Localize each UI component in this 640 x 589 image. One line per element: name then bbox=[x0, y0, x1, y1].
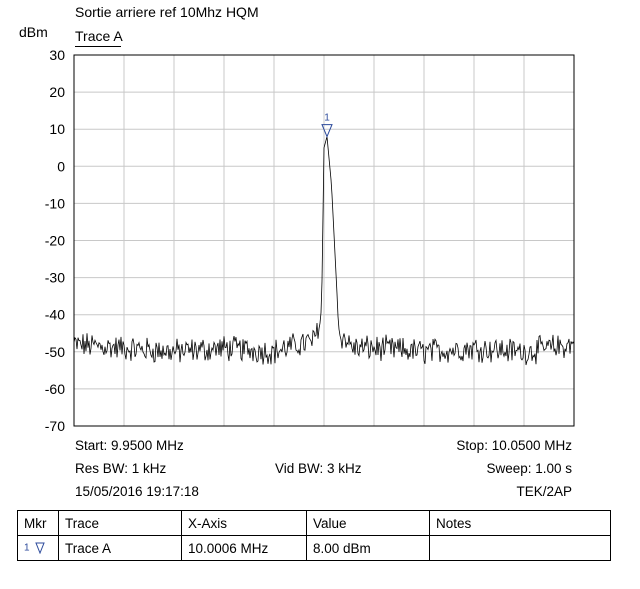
plot-frame bbox=[73, 54, 575, 427]
y-tick-label: -20 bbox=[45, 233, 65, 249]
header-trace: Trace bbox=[58, 510, 182, 536]
header-value: Value bbox=[306, 510, 430, 536]
trace-name-underline bbox=[75, 46, 121, 47]
marker-1: 1 bbox=[321, 113, 333, 138]
marker-trace: Trace A bbox=[58, 535, 182, 561]
y-tick-label: -70 bbox=[45, 418, 65, 434]
stop-frequency: Stop: 10.0500 MHz bbox=[456, 438, 572, 453]
grid-lines bbox=[74, 55, 574, 426]
resolution-bandwidth: Res BW: 1 kHz bbox=[75, 461, 167, 476]
marker-table-header: Mkr Trace X-Axis Value Notes bbox=[17, 510, 611, 536]
y-axis-unit: dBm bbox=[19, 24, 48, 40]
header-mkr: Mkr bbox=[17, 510, 59, 536]
marker-table: Mkr Trace X-Axis Value Notes 1 Trace A 1… bbox=[17, 510, 611, 561]
start-frequency: Start: 9.9500 MHz bbox=[75, 438, 184, 453]
marker-triangle-icon bbox=[35, 542, 46, 554]
y-tick-labels: 30 20 10 0 -10 -20 -30 -40 -50 -60 -70 bbox=[45, 47, 65, 434]
sweep-time: Sweep: 1.00 s bbox=[486, 461, 572, 476]
marker-number-cell: 1 bbox=[17, 535, 59, 561]
marker-notes[interactable] bbox=[429, 535, 611, 561]
y-tick-label: -10 bbox=[45, 195, 65, 211]
timestamp: 15/05/2016 19:17:18 bbox=[75, 484, 199, 499]
y-tick-label: -60 bbox=[45, 381, 65, 397]
y-tick-label: 0 bbox=[57, 158, 65, 174]
table-row[interactable]: 1 Trace A 10.0006 MHz 8.00 dBm bbox=[17, 535, 611, 561]
instrument-id: TEK/2AP bbox=[516, 484, 572, 499]
y-tick-label: 20 bbox=[49, 84, 65, 100]
y-tick-label: 10 bbox=[49, 121, 65, 137]
marker-label: 1 bbox=[324, 113, 330, 124]
trace-name-label: Trace A bbox=[75, 28, 123, 44]
chart-title: Sortie arriere ref 10Mhz HQM bbox=[75, 4, 259, 20]
marker-x-axis: 10.0006 MHz bbox=[181, 535, 307, 561]
y-tick-label: -50 bbox=[45, 344, 65, 360]
marker-triangle-icon bbox=[321, 124, 333, 138]
header-notes: Notes bbox=[429, 510, 611, 536]
y-tick-label: -30 bbox=[45, 270, 65, 286]
y-tick-label: -40 bbox=[45, 307, 65, 323]
marker-number: 1 bbox=[24, 542, 30, 554]
video-bandwidth: Vid BW: 3 kHz bbox=[275, 461, 362, 476]
header-x-axis: X-Axis bbox=[181, 510, 307, 536]
trace-a-line bbox=[73, 136, 575, 366]
y-tick-label: 30 bbox=[49, 47, 65, 63]
marker-value: 8.00 dBm bbox=[306, 535, 430, 561]
